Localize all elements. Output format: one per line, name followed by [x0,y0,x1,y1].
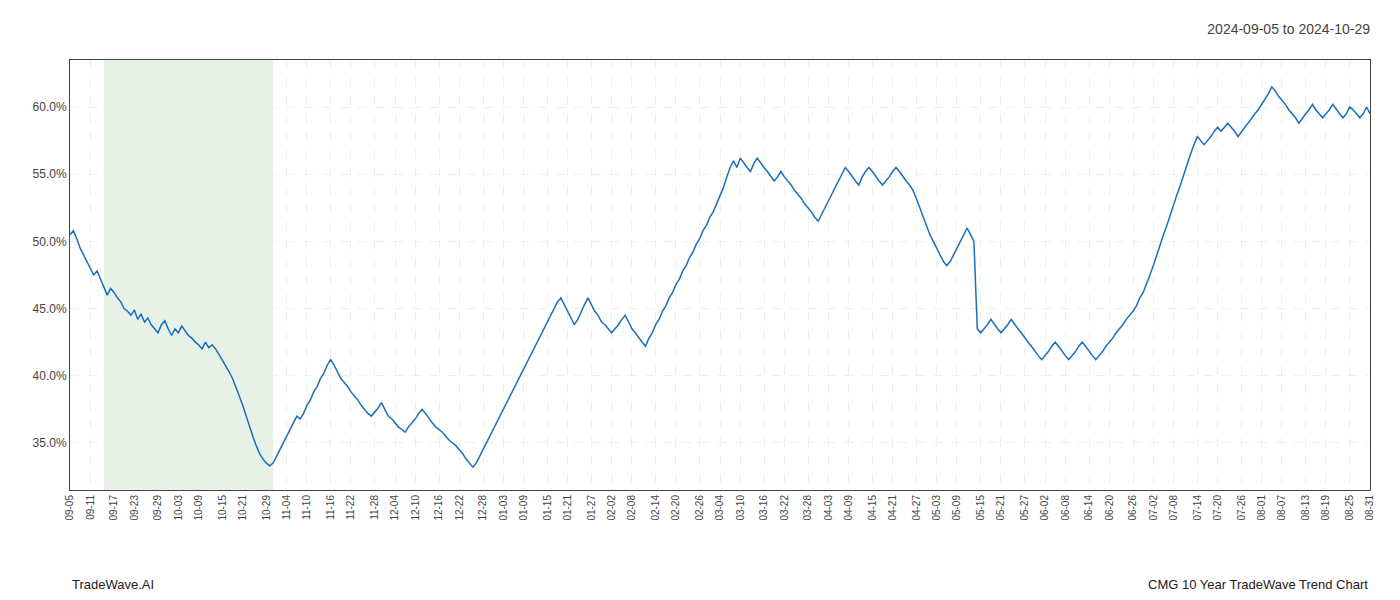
svg-text:10-21: 10-21 [237,495,248,521]
svg-text:10-03: 10-03 [173,495,184,521]
svg-text:06-14: 06-14 [1083,495,1094,521]
svg-text:08-07: 08-07 [1276,495,1287,521]
svg-text:08-31: 08-31 [1364,495,1375,521]
svg-text:50.0%: 50.0% [33,235,67,249]
svg-text:07-26: 07-26 [1236,495,1247,521]
svg-text:55.0%: 55.0% [33,167,67,181]
svg-text:02-02: 02-02 [606,495,617,521]
svg-text:01-21: 01-21 [562,495,573,521]
svg-text:40.0%: 40.0% [33,369,67,383]
svg-text:03-04: 03-04 [714,495,725,521]
svg-text:03-28: 03-28 [802,495,813,521]
svg-text:08-19: 08-19 [1320,495,1331,521]
svg-text:08-13: 08-13 [1300,495,1311,521]
svg-text:03-16: 03-16 [758,495,769,521]
svg-text:11-04: 11-04 [281,495,292,520]
svg-text:10-09: 10-09 [193,495,204,521]
svg-text:09-05: 09-05 [64,495,75,521]
svg-text:12-28: 12-28 [477,495,488,521]
svg-text:10-29: 10-29 [261,495,272,521]
svg-text:09-17: 09-17 [108,495,119,521]
svg-text:12-22: 12-22 [454,495,465,521]
svg-text:01-27: 01-27 [586,495,597,521]
svg-text:11-28: 11-28 [369,495,380,520]
svg-text:35.0%: 35.0% [33,436,67,450]
svg-text:06-02: 06-02 [1039,495,1050,521]
svg-text:09-29: 09-29 [152,495,163,521]
svg-text:04-03: 04-03 [823,495,834,521]
svg-text:02-08: 02-08 [626,495,637,521]
svg-text:03-22: 03-22 [779,495,790,521]
svg-text:01-15: 01-15 [542,495,553,521]
svg-text:09-11: 09-11 [85,495,96,520]
svg-text:11-16: 11-16 [325,495,336,520]
svg-text:01-09: 01-09 [518,495,529,521]
svg-text:02-14: 02-14 [650,495,661,521]
svg-text:05-09: 05-09 [951,495,962,521]
svg-text:06-20: 06-20 [1104,495,1115,521]
svg-text:05-15: 05-15 [975,495,986,521]
svg-text:11-22: 11-22 [345,495,356,520]
svg-text:08-01: 08-01 [1256,495,1267,521]
svg-text:60.0%: 60.0% [33,100,67,114]
svg-text:2024-09-05 to 2024-10-29: 2024-09-05 to 2024-10-29 [1207,21,1370,37]
svg-text:05-03: 05-03 [931,495,942,521]
svg-text:11-10: 11-10 [301,495,312,520]
svg-text:12-10: 12-10 [410,495,421,521]
svg-text:07-02: 07-02 [1148,495,1159,521]
svg-text:04-27: 04-27 [911,495,922,521]
svg-text:07-20: 07-20 [1212,495,1223,521]
svg-text:08-25: 08-25 [1344,495,1355,521]
svg-text:07-14: 07-14 [1192,495,1203,521]
svg-text:02-20: 02-20 [670,495,681,521]
svg-text:04-15: 04-15 [867,495,878,521]
svg-text:03-10: 03-10 [735,495,746,521]
svg-text:02-26: 02-26 [694,495,705,521]
svg-text:12-16: 12-16 [433,495,444,521]
svg-text:06-26: 06-26 [1127,495,1138,521]
svg-text:12-04: 12-04 [389,495,400,521]
svg-text:04-09: 04-09 [843,495,854,521]
svg-text:05-27: 05-27 [1019,495,1030,521]
svg-text:04-21: 04-21 [887,495,898,521]
svg-text:10-15: 10-15 [217,495,228,521]
svg-text:CMG 10 Year TradeWave Trend Ch: CMG 10 Year TradeWave Trend Chart [1148,577,1368,592]
svg-text:05-21: 05-21 [995,495,1006,521]
svg-text:TradeWave.AI: TradeWave.AI [72,577,154,592]
svg-text:07-08: 07-08 [1168,495,1179,521]
svg-text:06-08: 06-08 [1060,495,1071,521]
svg-text:45.0%: 45.0% [33,302,67,316]
svg-text:01-03: 01-03 [498,495,509,521]
svg-text:09-23: 09-23 [129,495,140,521]
